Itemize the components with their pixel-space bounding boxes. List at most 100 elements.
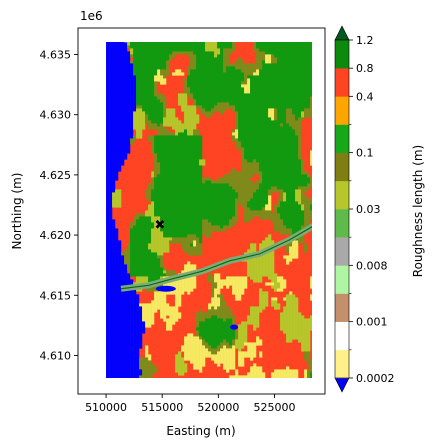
land-cell <box>121 294 125 298</box>
land-cell <box>133 78 137 82</box>
land-cell <box>178 99 182 103</box>
land-cell <box>286 60 290 64</box>
land-cell <box>190 144 194 148</box>
land-cell <box>214 273 218 277</box>
land-cell <box>181 282 185 286</box>
land-cell <box>277 57 281 61</box>
land-cell <box>295 177 299 181</box>
land-cell <box>211 48 215 52</box>
land-cell <box>112 228 116 232</box>
land-cell <box>172 204 176 208</box>
land-cell <box>142 51 146 55</box>
land-cell <box>262 159 266 163</box>
land-cell <box>286 198 290 202</box>
land-cell <box>133 90 137 94</box>
land-cell <box>292 195 296 199</box>
land-cell <box>190 108 194 112</box>
land-cell <box>124 249 128 253</box>
land-cell <box>262 51 266 55</box>
land-cell <box>244 132 248 136</box>
land-cell <box>193 69 197 73</box>
land-cell <box>268 195 272 199</box>
land-cell <box>124 78 128 82</box>
land-cell <box>220 60 224 64</box>
land-cell <box>271 165 275 169</box>
land-cell <box>277 78 281 82</box>
land-cell <box>154 156 158 160</box>
land-cell <box>106 162 110 166</box>
land-cell <box>124 102 128 106</box>
land-cell <box>145 255 149 259</box>
land-cell <box>133 216 137 220</box>
land-cell <box>253 114 257 118</box>
land-cell <box>238 99 242 103</box>
land-cell <box>250 129 254 133</box>
land-cell <box>187 282 191 286</box>
land-cell <box>157 165 161 169</box>
land-cell <box>247 108 251 112</box>
land-cell <box>211 99 215 103</box>
land-cell <box>256 150 260 154</box>
land-cell <box>214 210 218 214</box>
land-cell <box>247 87 251 91</box>
land-cell <box>259 273 263 277</box>
land-cell <box>124 120 128 124</box>
land-cell <box>283 231 287 235</box>
land-cell <box>229 96 233 100</box>
land-cell <box>202 210 206 214</box>
land-cell <box>130 141 134 145</box>
land-cell <box>109 42 113 46</box>
land-cell <box>124 138 128 142</box>
land-cell <box>118 99 122 103</box>
land-cell <box>118 240 122 244</box>
land-cell <box>298 96 302 100</box>
land-cell <box>253 279 257 283</box>
land-cell <box>262 246 266 250</box>
land-cell <box>127 126 131 130</box>
land-cell <box>226 87 230 91</box>
land-cell <box>142 69 146 73</box>
land-cell <box>211 222 215 226</box>
land-cell <box>262 132 266 136</box>
land-cell <box>214 81 218 85</box>
land-cell <box>229 183 233 187</box>
land-cell <box>280 105 284 109</box>
land-cell <box>133 105 137 109</box>
land-cell <box>175 234 179 238</box>
land-cell <box>163 150 167 154</box>
land-cell <box>115 243 119 247</box>
land-cell <box>109 309 113 313</box>
land-cell <box>169 153 173 157</box>
land-cell <box>112 237 116 241</box>
land-cell <box>220 75 224 79</box>
land-cell <box>205 210 209 214</box>
land-cell <box>199 159 203 163</box>
land-cell <box>235 117 239 121</box>
land-cell <box>259 48 263 52</box>
land-cell <box>121 156 125 160</box>
land-cell <box>295 51 299 55</box>
land-cell <box>139 123 143 127</box>
land-cell <box>127 42 131 43</box>
land-cell <box>310 108 312 112</box>
land-cell <box>187 204 191 208</box>
land-cell <box>133 240 137 244</box>
land-cell <box>133 48 137 52</box>
land-cell <box>190 225 194 229</box>
land-cell <box>277 207 281 211</box>
land-cell <box>199 180 203 184</box>
land-cell <box>295 105 299 109</box>
land-cell <box>286 207 290 211</box>
land-cell <box>130 63 134 67</box>
land-cell <box>271 114 275 118</box>
land-cell <box>250 84 254 88</box>
land-cell <box>121 159 125 163</box>
land-cell <box>256 261 260 265</box>
land-cell <box>211 105 215 109</box>
land-cell <box>190 231 194 235</box>
land-cell <box>274 114 278 118</box>
land-cell <box>151 192 155 196</box>
land-cell <box>157 291 161 295</box>
land-cell <box>142 102 146 106</box>
land-cell <box>109 93 113 97</box>
